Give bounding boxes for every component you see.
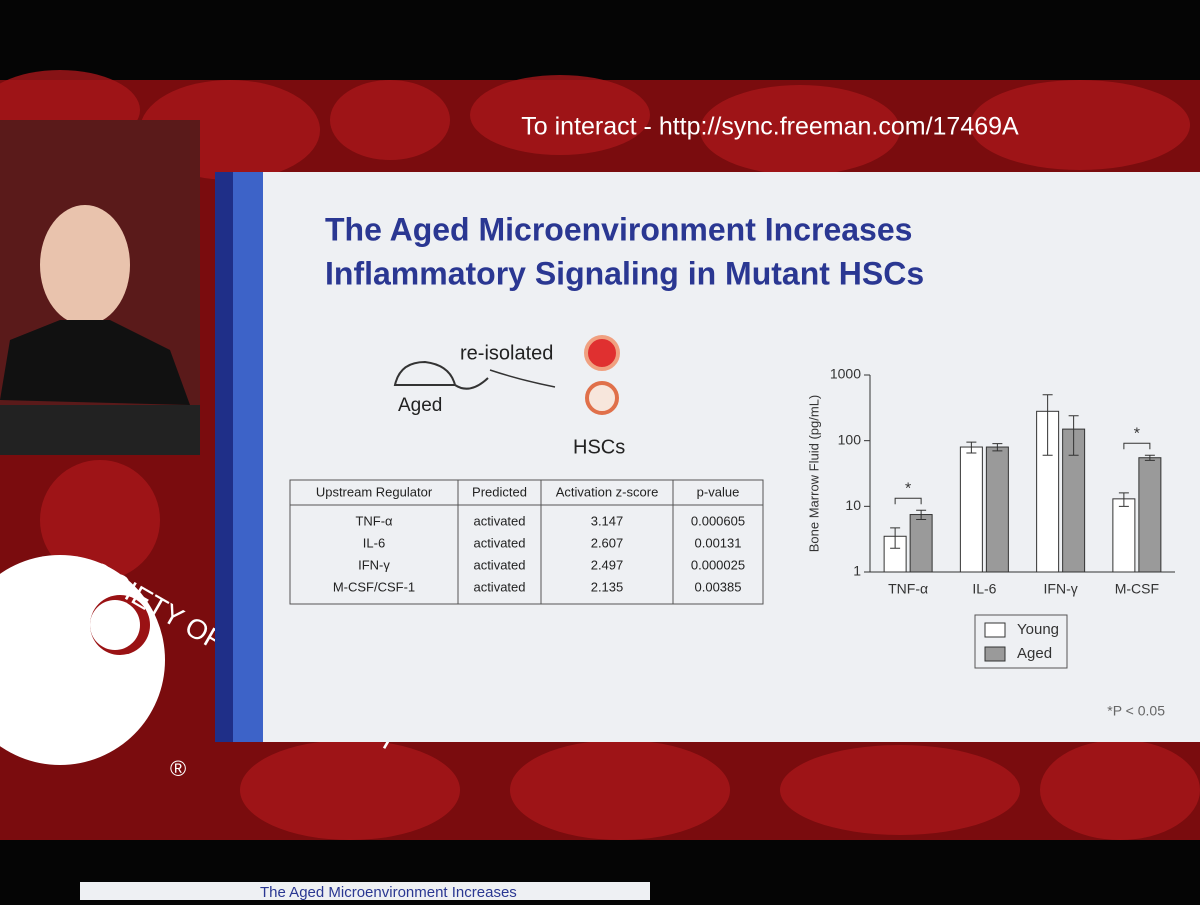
bar [959, 446, 983, 573]
x-tick-label: IL-6 [972, 581, 996, 597]
speaker-face [40, 205, 130, 325]
table-cell: M-CSF/CSF-1 [333, 579, 415, 594]
x-tick-label: TNF-α [888, 581, 928, 597]
y-axis-label: Bone Marrow Fluid (pg/mL) [806, 395, 821, 553]
slide-bar-dark [215, 172, 233, 742]
table-cell: IL-6 [363, 535, 385, 550]
legend-swatch [984, 646, 1006, 662]
table-cell: activated [473, 579, 525, 594]
table-cell: 0.000605 [691, 513, 745, 528]
cells-label: HSCs [573, 436, 625, 458]
error-bar [966, 441, 977, 454]
slide-title: Inflammatory Signaling in Mutant HSCs [325, 255, 924, 291]
significance-label: * [905, 481, 911, 498]
y-tick-label: 10 [845, 497, 861, 513]
blood-cells [0, 70, 1200, 840]
slide [215, 172, 1200, 742]
table-cell: 0.000025 [691, 557, 745, 572]
slide-title: The Aged Microenvironment Increases [325, 211, 912, 247]
table-cell: 0.00131 [695, 535, 742, 550]
table-cell: 2.607 [591, 535, 624, 550]
table-cell: activated [473, 535, 525, 550]
table-header: Upstream Regulator [316, 484, 433, 499]
table-header: Predicted [472, 484, 527, 499]
bar [909, 514, 933, 573]
bar [1112, 498, 1136, 573]
y-tick-label: 100 [838, 431, 862, 447]
y-tick-label: 1000 [830, 366, 861, 382]
error-bar [992, 443, 1003, 452]
legend-box [974, 614, 1068, 669]
thumbnail-title: The Aged Microenvironment Increases [260, 884, 517, 900]
error-bar [890, 527, 901, 549]
table-cell: activated [473, 557, 525, 572]
error-bar [1144, 454, 1155, 461]
significance-label: * [1134, 425, 1140, 442]
logo-dot [90, 600, 140, 650]
table-border [289, 479, 764, 605]
legend-swatch [984, 622, 1006, 638]
x-tick-label: M-CSF [1115, 581, 1159, 597]
table-cell: activated [473, 513, 525, 528]
table-cell: 3.147 [591, 513, 624, 528]
error-bar [1118, 492, 1129, 507]
y-tick-label: 1 [853, 563, 861, 579]
cell-pale [585, 381, 619, 415]
table-cell: 2.497 [591, 557, 624, 572]
significance-bracket [894, 497, 922, 505]
mouse-icon [393, 360, 489, 390]
significance-bracket [1123, 442, 1151, 450]
table-cell: IFN-γ [358, 557, 390, 572]
banner: To interact - http://sync.freeman.com/17… [521, 113, 1019, 141]
table-cell: 0.00385 [695, 579, 742, 594]
bar [985, 446, 1009, 573]
legend-label: Young [1017, 621, 1059, 638]
podium [0, 405, 200, 455]
cell-red [584, 335, 620, 371]
table-cell: 2.135 [591, 579, 624, 594]
table-header: Activation z-score [556, 484, 659, 499]
bar [1138, 457, 1162, 573]
error-bar [1068, 415, 1079, 456]
table: Upstream Regulator Predicted Activation z-… [289, 479, 764, 605]
speaker-body [0, 320, 190, 405]
arrow [489, 369, 556, 388]
error-bar [916, 509, 927, 521]
legend-label: Aged [1017, 645, 1052, 662]
error-bar [1042, 394, 1053, 456]
table-header: p-value [697, 484, 740, 499]
thumbnail [80, 882, 650, 900]
arrow-label: re-isolated [460, 342, 553, 364]
footnote: *P < 0.05 [1107, 703, 1165, 719]
x-tick-label: IFN-γ [1044, 581, 1078, 597]
logo-mark: ® [170, 756, 186, 781]
table-cell: TNF-α [355, 513, 393, 528]
mouse-label: Aged [398, 395, 442, 416]
